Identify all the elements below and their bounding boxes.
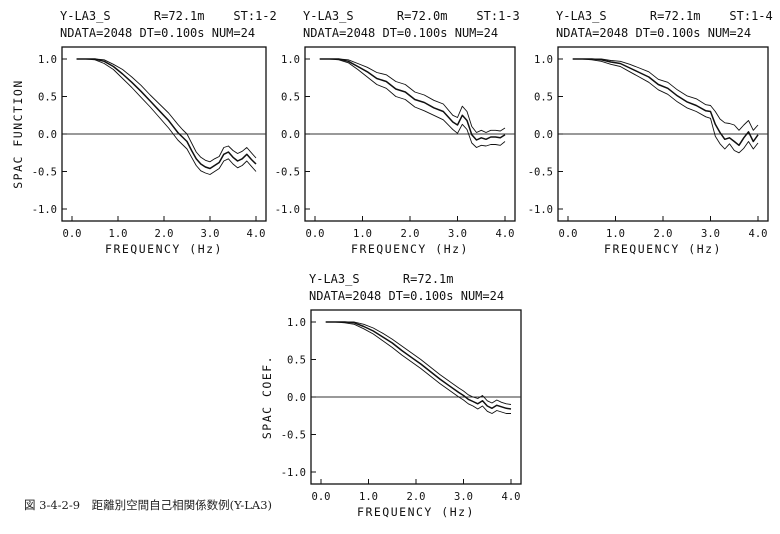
chart-panel-4: Y-LA3_S R=72.1m NDATA=2048 DT=0.100s NUM=… bbox=[260, 272, 522, 519]
series-line-lower bbox=[319, 58, 506, 148]
series-line-mean bbox=[76, 58, 257, 170]
y-tick-label: -1.0 bbox=[275, 204, 300, 216]
y-tick-label: -1.0 bbox=[281, 467, 306, 479]
y-tick-label: -0.5 bbox=[528, 167, 553, 179]
x-axis-label: FREQUENCY (Hz) bbox=[357, 505, 475, 519]
x-tick-label: 1.0 bbox=[359, 491, 378, 503]
y-tick-label: 0.0 bbox=[534, 129, 553, 141]
x-tick-label: 4.0 bbox=[496, 228, 515, 240]
x-tick-label: 3.0 bbox=[201, 228, 220, 240]
x-tick-label: 0.0 bbox=[306, 228, 325, 240]
x-tick-label: 1.0 bbox=[606, 228, 625, 240]
y-tick-label: -1.0 bbox=[528, 204, 553, 216]
series-line-lower bbox=[325, 321, 511, 414]
y-tick-label: -1.0 bbox=[32, 204, 57, 216]
x-tick-label: 1.0 bbox=[109, 228, 128, 240]
y-axis-label: SPAC COEF. bbox=[260, 355, 274, 439]
x-tick-label: 2.0 bbox=[155, 228, 174, 240]
series-line-lower bbox=[76, 58, 257, 175]
chart-panel-3: Y-LA3_S R=72.1m ST:1-4 NDATA=2048 DT=0.10… bbox=[528, 9, 773, 256]
y-tick-label: 1.0 bbox=[281, 54, 300, 66]
x-tick-label: 2.0 bbox=[654, 228, 673, 240]
y-tick-label: 0.0 bbox=[287, 392, 306, 404]
x-tick-label: 3.0 bbox=[701, 228, 720, 240]
chart-title-line1: Y-LA3_S R=72.1m ST:1-2 bbox=[60, 9, 277, 23]
y-tick-label: 0.5 bbox=[287, 355, 306, 367]
x-tick-label: 3.0 bbox=[454, 491, 473, 503]
series-line-mean bbox=[325, 321, 512, 410]
y-axis-label: SPAC FUNCTION bbox=[11, 79, 25, 189]
chart-title-line2: NDATA=2048 DT=0.100s NUM=24 bbox=[309, 289, 504, 303]
x-axis-label: FREQUENCY (Hz) bbox=[105, 242, 223, 256]
x-tick-label: 0.0 bbox=[312, 491, 331, 503]
x-tick-label: 0.0 bbox=[559, 228, 578, 240]
chart-panel-2: Y-LA3_S R=72.0m ST:1-3 NDATA=2048 DT=0.10… bbox=[275, 9, 520, 256]
x-tick-label: 0.0 bbox=[63, 228, 82, 240]
y-tick-label: -0.5 bbox=[281, 430, 306, 442]
y-tick-label: -0.5 bbox=[275, 167, 300, 179]
x-tick-label: 2.0 bbox=[407, 491, 426, 503]
chart-title-line1: Y-LA3_S R=72.1m bbox=[309, 272, 454, 286]
chart-title-line2: NDATA=2048 DT=0.100s NUM=24 bbox=[60, 26, 255, 40]
chart-panel-1: Y-LA3_S R=72.1m ST:1-2 NDATA=2048 DT=0.10… bbox=[11, 9, 277, 256]
x-tick-label: 4.0 bbox=[247, 228, 266, 240]
y-tick-label: 0.5 bbox=[534, 92, 553, 104]
x-tick-label: 4.0 bbox=[502, 491, 521, 503]
x-axis-label: FREQUENCY (Hz) bbox=[351, 242, 469, 256]
y-tick-label: 1.0 bbox=[38, 54, 57, 66]
y-tick-label: 0.5 bbox=[281, 92, 300, 104]
figure-caption: 図 3-4-2-9 距離別空間自己相関係数例(Y-LA3) bbox=[24, 498, 273, 512]
x-tick-label: 1.0 bbox=[353, 228, 372, 240]
x-axis-label: FREQUENCY (Hz) bbox=[604, 242, 722, 256]
series-line-upper bbox=[319, 58, 506, 133]
y-tick-label: 1.0 bbox=[534, 54, 553, 66]
series-line-upper bbox=[325, 321, 512, 405]
series-line-mean bbox=[572, 58, 759, 147]
y-tick-label: 0.5 bbox=[38, 92, 57, 104]
y-tick-label: 1.0 bbox=[287, 317, 306, 329]
chart-title-line2: NDATA=2048 DT=0.100s NUM=24 bbox=[556, 26, 751, 40]
chart-title-line2: NDATA=2048 DT=0.100s NUM=24 bbox=[303, 26, 498, 40]
x-tick-label: 2.0 bbox=[401, 228, 420, 240]
chart-title-line1: Y-LA3_S R=72.1m ST:1-4 bbox=[556, 9, 773, 23]
y-tick-label: 0.0 bbox=[281, 129, 300, 141]
series-line-mean bbox=[319, 58, 506, 141]
series-line-upper bbox=[572, 58, 759, 131]
y-tick-label: 0.0 bbox=[38, 129, 57, 141]
series-line-lower bbox=[572, 58, 759, 154]
series-line-upper bbox=[76, 58, 257, 163]
chart-title-line1: Y-LA3_S R=72.0m ST:1-3 bbox=[303, 9, 520, 23]
x-tick-label: 3.0 bbox=[448, 228, 467, 240]
y-tick-label: -0.5 bbox=[32, 167, 57, 179]
x-tick-label: 4.0 bbox=[749, 228, 768, 240]
